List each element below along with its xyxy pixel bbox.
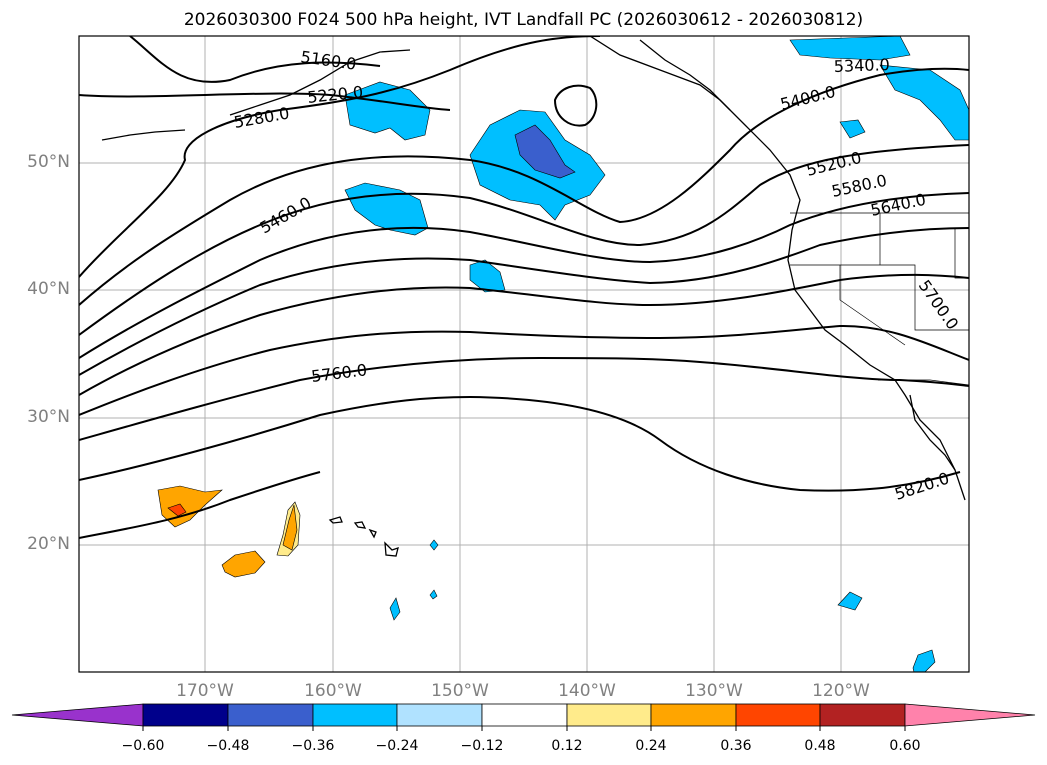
colorbar-tick: −0.48 (206, 738, 250, 754)
lon-label-170w: 170°W (176, 681, 234, 701)
colorbar-bin (142, 703, 229, 727)
map-title: 2026030300 F024 500 hPa height, IVT Land… (183, 10, 864, 30)
colorbar-tick: 0.12 (551, 738, 583, 754)
lat-label-40n: 40°N (27, 279, 70, 299)
ivt-positive-shading (157, 485, 301, 578)
lon-label-160w: 160°W (304, 681, 362, 701)
colorbar-tick: 0.36 (720, 738, 752, 754)
lat-label-20n: 20°N (27, 534, 70, 554)
colorbar-extend-high (904, 703, 1036, 727)
colorbar-extend-low (11, 703, 144, 727)
colorbar-bin (650, 703, 737, 727)
coastlines (101, 36, 966, 557)
colorbar-bin (735, 703, 821, 727)
lon-label-140w: 140°W (558, 681, 616, 701)
colorbar-tick: 0.48 (804, 738, 836, 754)
lon-label-150w: 150°W (431, 681, 489, 701)
colorbar-bin (566, 703, 652, 727)
colorbar-tick: −0.12 (460, 738, 504, 754)
colorbar-tick: −0.36 (291, 738, 335, 754)
colorbar-bin (481, 703, 568, 727)
colorbar-bin (819, 703, 906, 727)
colorbar-bin (396, 703, 483, 727)
colorbar-tick: −0.60 (121, 738, 165, 754)
colorbar-tick: −0.24 (375, 738, 419, 754)
colorbar-tick: 0.60 (889, 738, 921, 754)
colorbar-tick: 0.24 (635, 738, 667, 754)
map-border (78, 35, 970, 673)
contour-label-5340: 5340.0 (833, 55, 890, 76)
height-contours (79, 36, 969, 539)
ivt-negative-shading (344, 36, 969, 672)
lat-label-50n: 50°N (27, 152, 70, 172)
lon-label-120w: 120°W (812, 681, 870, 701)
lat-label-30n: 30°N (27, 407, 70, 427)
colorbar (11, 703, 1036, 731)
colorbar-bin (312, 703, 398, 727)
colorbar-bin (227, 703, 314, 727)
lon-label-130w: 130°W (685, 681, 743, 701)
